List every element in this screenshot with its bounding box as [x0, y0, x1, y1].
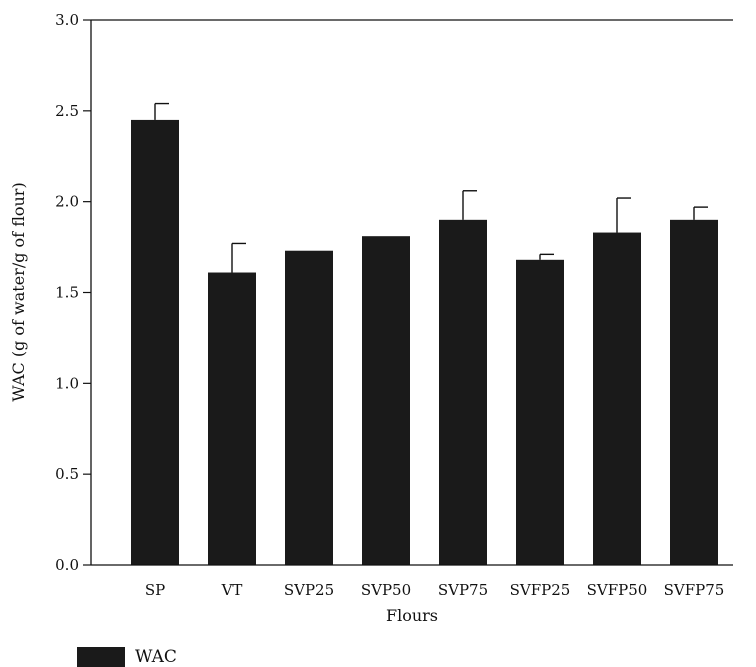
- legend: WAC: [77, 647, 177, 667]
- ticks-layer: 0.0 0.5 1.0 1.5 2.0 2.5 3.0 SP VT SVP25 SVP50 SVP75…: [55, 11, 724, 599]
- bars-layer: [131, 102, 718, 566]
- bar: [439, 219, 487, 566]
- bar: [593, 232, 641, 566]
- legend-swatch-wac: [77, 647, 125, 667]
- legend-label-wac: WAC: [135, 647, 177, 667]
- bar: [285, 250, 333, 565]
- bar: [516, 259, 564, 565]
- x-tick-label: SVFP50: [587, 581, 648, 599]
- x-tick-label: SVP75: [438, 581, 488, 599]
- x-axis-title: Flours: [386, 606, 438, 625]
- y-tick-label: 2.5: [55, 102, 79, 120]
- x-tick-label: VT: [221, 581, 243, 599]
- bar: [362, 236, 410, 565]
- y-tick-label: 0.0: [55, 556, 79, 574]
- x-tick-label: SVP25: [284, 581, 334, 599]
- bar: [131, 119, 179, 566]
- bar: [670, 219, 718, 566]
- y-axis-title: WAC (g of water/g of flour): [9, 182, 28, 401]
- y-tick-label: 0.5: [55, 465, 79, 483]
- x-tick-label: SVP50: [361, 581, 411, 599]
- y-tick-label: 3.0: [55, 11, 79, 29]
- bar: [208, 272, 256, 565]
- y-tick-label: 1.5: [55, 284, 79, 302]
- x-tick-label: SVFP25: [510, 581, 571, 599]
- x-tick-label: SP: [145, 581, 165, 599]
- x-tick-label: SVFP75: [664, 581, 725, 599]
- y-tick-label: 2.0: [55, 193, 79, 211]
- y-tick-label: 1.0: [55, 374, 79, 392]
